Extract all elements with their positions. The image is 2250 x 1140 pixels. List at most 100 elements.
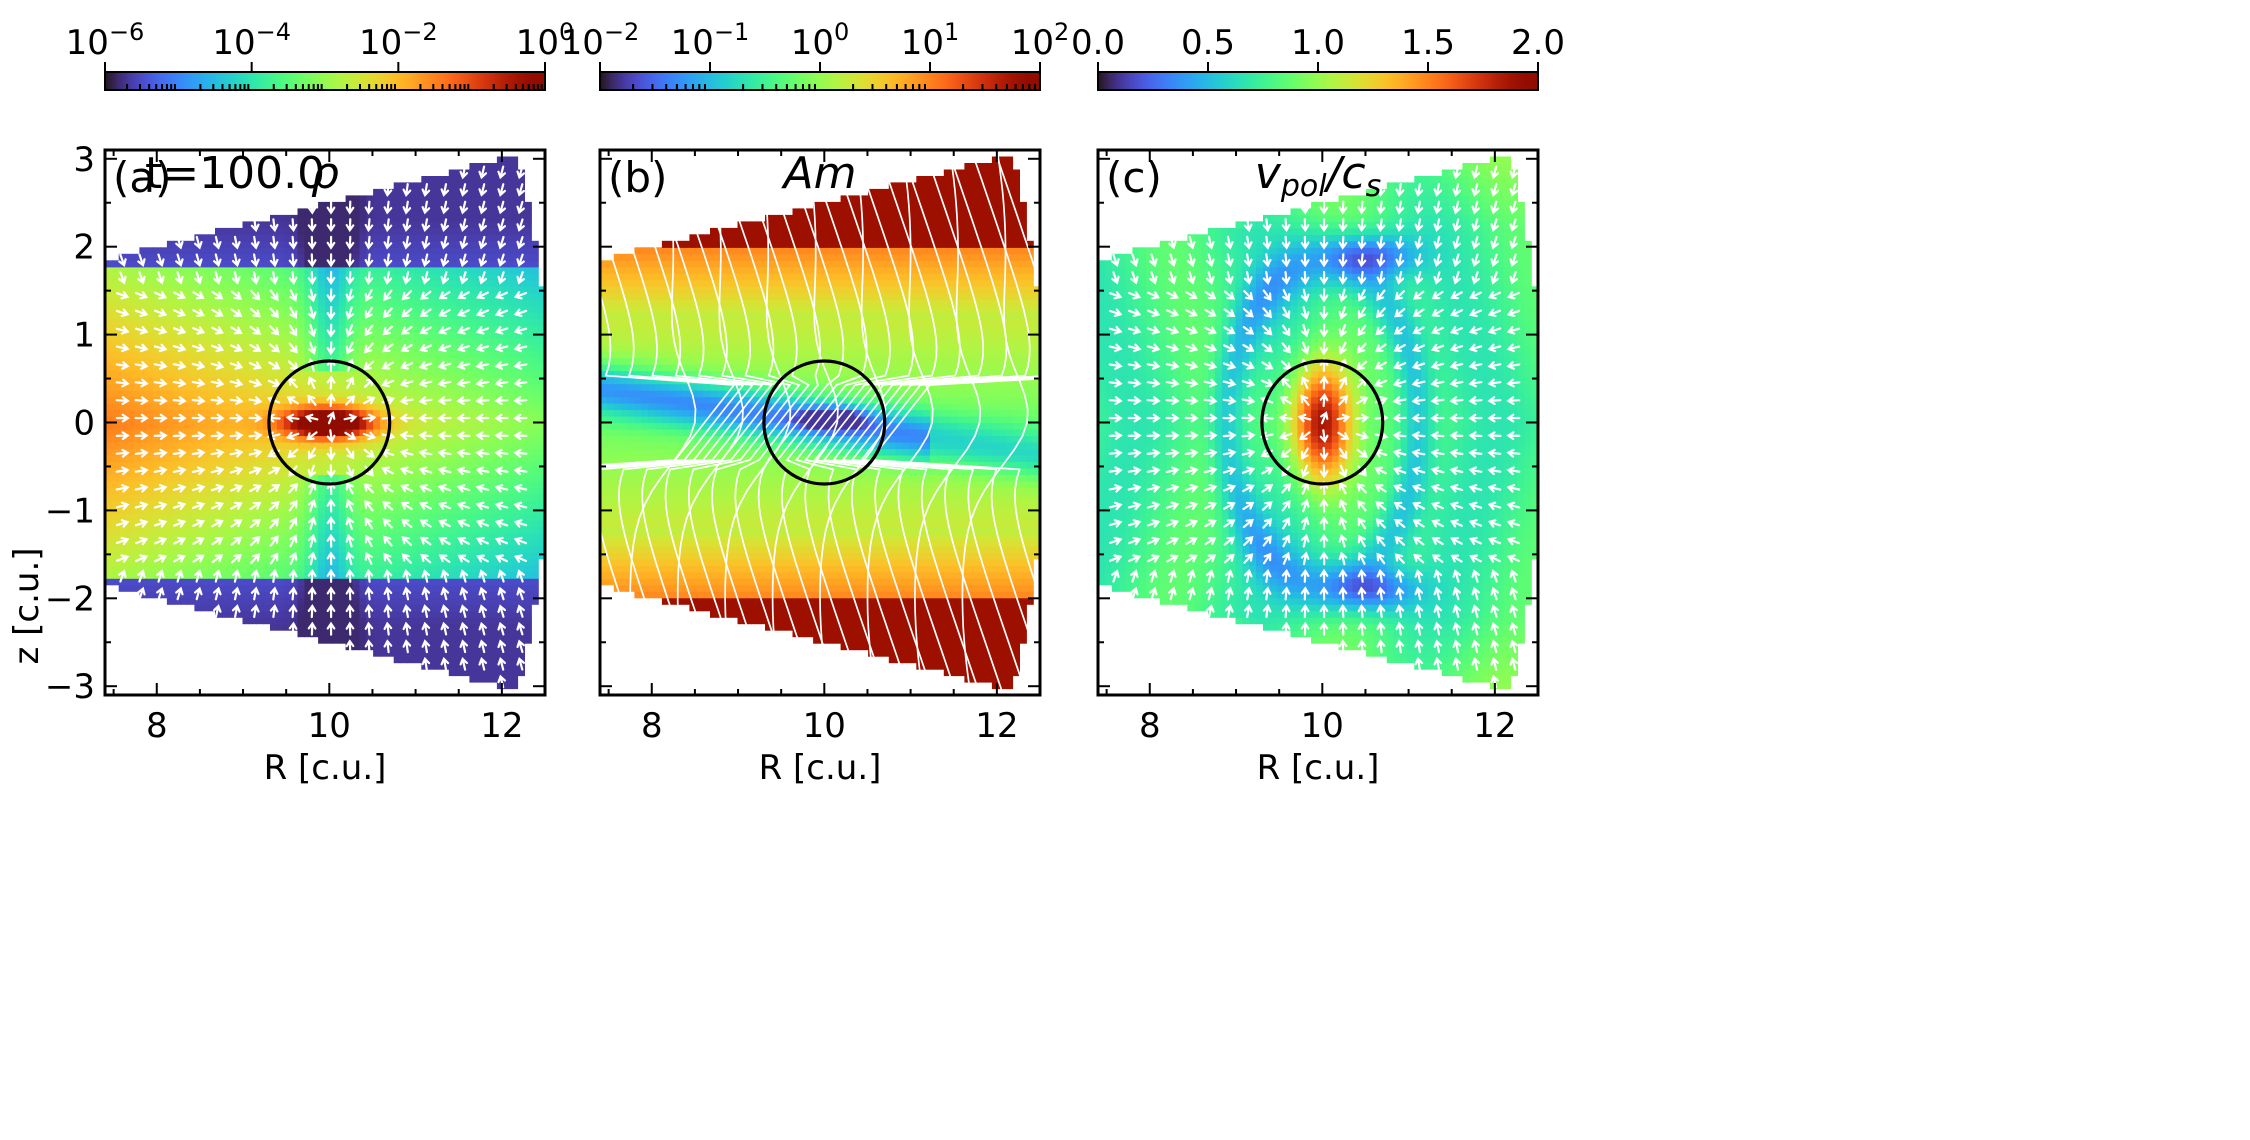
heatmap-cell: [407, 338, 415, 346]
heatmap-cell: [201, 299, 209, 307]
heatmap-cell: [242, 403, 250, 411]
heatmap-cell: [407, 292, 415, 300]
heatmap-cell: [256, 325, 264, 333]
heatmap-cell: [462, 643, 470, 651]
heatmap-cell: [338, 409, 347, 417]
heatmap-cell: [462, 662, 470, 670]
heatmap-cell: [524, 260, 532, 268]
heatmap-cell: [483, 493, 491, 501]
heatmap-cell: [173, 526, 182, 534]
heatmap-cell: [125, 435, 134, 443]
heatmap-cell: [235, 390, 244, 398]
heatmap-cell: [462, 299, 470, 307]
heatmap-cell: [338, 299, 347, 307]
heatmap-cell: [455, 195, 464, 203]
heatmap-cell: [235, 260, 244, 268]
heatmap-cell: [201, 305, 209, 313]
heatmap-cell: [503, 292, 512, 300]
heatmap-cell: [263, 325, 271, 333]
heatmap-cell: [414, 623, 422, 631]
heatmap-cell: [407, 266, 415, 274]
velocity-arrow: [192, 291, 205, 300]
heatmap-cell: [503, 558, 512, 566]
heatmap-cell: [118, 390, 127, 398]
heatmap-cell: [318, 604, 326, 612]
velocity-arrow: [362, 413, 377, 423]
heatmap-cell: [380, 377, 388, 385]
heatmap-cell: [476, 493, 484, 501]
heatmap-cell: [435, 552, 443, 560]
velocity-arrow: [497, 586, 506, 601]
heatmap-cell: [311, 422, 319, 430]
heatmap-cell: [490, 357, 498, 365]
velocity-arrow: [307, 586, 317, 601]
velocity-arrow: [456, 378, 471, 388]
heatmap-cell: [531, 273, 539, 281]
heatmap-cell: [414, 318, 422, 326]
heatmap-cell: [304, 234, 312, 242]
velocity-arrow: [494, 291, 508, 300]
heatmap-cell: [242, 526, 250, 534]
heatmap-cell: [380, 454, 388, 462]
heatmap-cell: [455, 636, 464, 644]
velocity-arrow: [249, 518, 261, 529]
velocity-arrow: [307, 306, 317, 320]
heatmap-cell: [304, 442, 312, 450]
heatmap-cell: [490, 208, 498, 216]
velocity-arrow: [363, 342, 374, 354]
heatmap-cell: [256, 299, 264, 307]
heatmap-cell: [242, 500, 250, 508]
heatmap-cell: [393, 286, 402, 294]
heatmap-cell: [510, 299, 519, 307]
heatmap-cell: [125, 545, 134, 553]
heatmap-cell: [105, 474, 113, 482]
heatmap-cell: [304, 493, 312, 501]
heatmap-cell: [428, 253, 436, 261]
heatmap-cell: [517, 325, 525, 333]
heatmap-cell: [304, 565, 312, 573]
heatmap-cell: [483, 461, 491, 469]
heatmap-cell: [462, 474, 470, 482]
heatmap-cell: [483, 195, 491, 203]
heatmap-cell: [105, 383, 113, 391]
heatmap-cell: [118, 532, 127, 540]
heatmap-cell: [118, 377, 127, 385]
heatmap-cell: [256, 390, 264, 398]
velocity-arrow: [421, 604, 431, 618]
heatmap-cell: [393, 526, 402, 534]
heatmap-cell: [249, 234, 257, 242]
heatmap-cell: [483, 201, 491, 209]
heatmap-cell: [469, 357, 477, 365]
heatmap-cell: [201, 539, 209, 547]
heatmap-cell: [469, 227, 477, 235]
heatmap-cell: [242, 474, 250, 482]
heatmap-cell: [194, 279, 202, 287]
heatmap-cell: [118, 266, 127, 274]
velocity-arrow: [475, 396, 490, 405]
heatmap-cell: [476, 474, 484, 482]
heatmap-cell: [153, 364, 161, 372]
heatmap-cell: [208, 422, 216, 430]
heatmap-cell: [139, 266, 147, 274]
velocity-arrow: [383, 218, 393, 233]
heatmap-cell: [524, 390, 532, 398]
heatmap-cell: [606, 305, 615, 313]
heatmap-cell: [359, 604, 367, 612]
heatmap-cell: [435, 454, 443, 462]
heatmap-cell: [469, 454, 477, 462]
heatmap-cell: [414, 467, 422, 475]
heatmap-cell: [407, 532, 415, 540]
heatmap-cell: [166, 247, 175, 255]
heatmap-cell: [476, 331, 484, 339]
heatmap-cell: [228, 227, 237, 235]
heatmap-cell: [538, 292, 545, 300]
heatmap-cell: [490, 227, 498, 235]
heatmap-cell: [338, 253, 347, 261]
heatmap-cell: [201, 571, 209, 579]
heatmap-cell: [428, 234, 436, 242]
heatmap-cell: [483, 377, 491, 385]
velocity-arrow: [475, 519, 490, 528]
heatmap-cell: [400, 493, 409, 501]
heatmap-cell: [359, 364, 367, 372]
heatmap-cell: [538, 312, 545, 320]
